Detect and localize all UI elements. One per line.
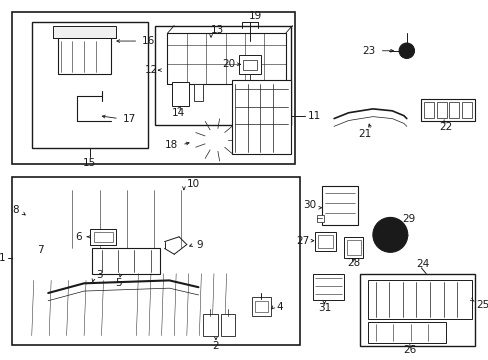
Text: 12: 12 — [144, 65, 158, 75]
FancyBboxPatch shape — [62, 181, 222, 257]
Bar — [367, 322, 445, 343]
Bar — [346, 240, 361, 255]
Bar — [167, 33, 285, 84]
Bar — [203, 314, 217, 336]
Text: 19: 19 — [248, 11, 262, 21]
Bar — [12, 177, 300, 345]
Text: 10: 10 — [186, 179, 200, 189]
Bar — [322, 186, 358, 225]
Circle shape — [41, 228, 49, 236]
Text: 13: 13 — [211, 26, 224, 35]
Bar — [239, 55, 261, 74]
Bar — [243, 60, 256, 70]
Bar — [254, 301, 268, 312]
Text: 9: 9 — [196, 239, 203, 249]
Circle shape — [194, 118, 237, 161]
Text: 1: 1 — [0, 253, 5, 263]
Circle shape — [84, 125, 90, 131]
Text: 6: 6 — [75, 232, 82, 242]
Circle shape — [372, 217, 407, 252]
Circle shape — [54, 252, 61, 260]
Bar — [12, 12, 295, 164]
Circle shape — [54, 241, 61, 248]
Text: 7: 7 — [37, 246, 43, 255]
Bar — [312, 274, 343, 300]
Bar — [251, 297, 270, 316]
Text: 16: 16 — [142, 36, 155, 46]
Bar — [461, 102, 471, 118]
Text: 24: 24 — [416, 259, 429, 269]
Text: 4: 4 — [275, 302, 282, 311]
Bar — [448, 102, 458, 118]
Text: 17: 17 — [122, 113, 136, 123]
Bar — [58, 31, 111, 74]
Bar — [94, 232, 113, 242]
Text: 31: 31 — [317, 302, 330, 312]
Text: 27: 27 — [296, 236, 309, 246]
Circle shape — [36, 222, 55, 242]
Text: 25: 25 — [476, 300, 488, 310]
Text: 5: 5 — [116, 278, 122, 288]
Circle shape — [49, 247, 66, 265]
Bar — [421, 99, 474, 121]
Circle shape — [402, 47, 410, 55]
Text: 28: 28 — [346, 258, 359, 268]
Bar — [92, 248, 160, 274]
Text: 8: 8 — [13, 205, 19, 215]
Text: 26: 26 — [402, 345, 415, 355]
Circle shape — [398, 43, 414, 58]
Bar — [32, 22, 148, 148]
Text: 30: 30 — [303, 200, 316, 210]
Bar — [193, 84, 203, 101]
Circle shape — [24, 206, 47, 229]
Bar — [424, 102, 433, 118]
Bar — [343, 237, 363, 258]
Text: 23: 23 — [362, 46, 375, 56]
Text: 29: 29 — [401, 214, 414, 224]
Text: 20: 20 — [222, 59, 235, 69]
Bar — [314, 232, 335, 251]
Bar — [155, 26, 290, 125]
Text: 11: 11 — [307, 111, 321, 121]
Bar — [53, 26, 116, 38]
Bar — [232, 80, 290, 154]
Circle shape — [49, 236, 66, 253]
Circle shape — [31, 212, 41, 222]
Text: 14: 14 — [171, 108, 184, 118]
Bar — [360, 274, 474, 346]
Bar — [436, 102, 446, 118]
Bar — [317, 235, 332, 248]
Circle shape — [204, 128, 227, 152]
Text: 15: 15 — [83, 158, 96, 168]
Bar — [367, 280, 471, 319]
Text: 2: 2 — [212, 341, 219, 351]
Bar — [316, 216, 324, 222]
Bar — [220, 314, 235, 336]
Circle shape — [381, 226, 398, 244]
Text: 3: 3 — [96, 270, 102, 280]
Text: 22: 22 — [438, 122, 451, 132]
Bar — [172, 82, 188, 106]
Text: 21: 21 — [358, 129, 371, 139]
Circle shape — [79, 121, 95, 136]
Bar — [90, 229, 116, 244]
Text: 18: 18 — [164, 140, 178, 150]
